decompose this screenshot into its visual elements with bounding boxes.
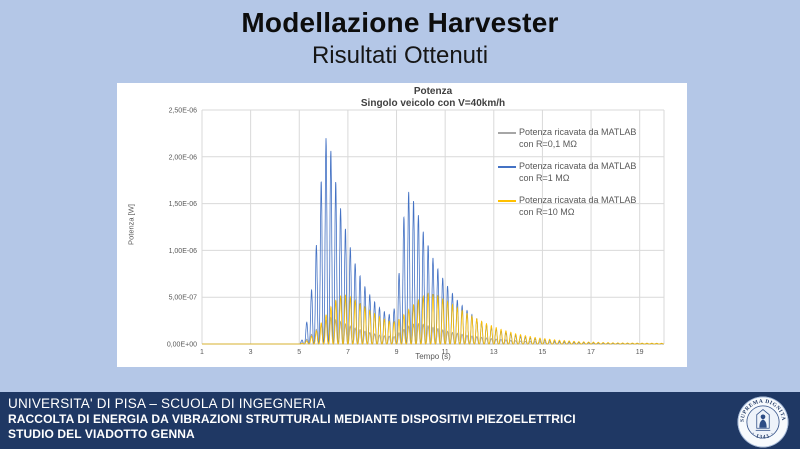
x-tick-label: 17 [587, 349, 595, 356]
legend-line-marker [498, 132, 516, 134]
y-tick-label: 2,00E-06 [169, 154, 198, 161]
chart-legend: Potenza ricavata da MATLAB con R=0,1 MΩ Po… [498, 127, 684, 229]
svg-text:· 1343 ·: · 1343 · [750, 431, 776, 441]
x-tick-label: 5 [297, 349, 301, 356]
x-tick-label: 11 [442, 349, 449, 356]
legend-line-marker [498, 200, 516, 202]
x-axis-title: Tempo (s) [415, 352, 451, 361]
series-line [202, 292, 664, 345]
slide-subtitle: Risultati Ottenuti [311, 42, 489, 69]
legend-label: Potenza ricavata da MATLAB con R=0,1 MΩ [519, 127, 637, 149]
legend-item: Potenza ricavata da MATLAB con R=10 MΩ [498, 195, 684, 218]
chart-title: Potenza [413, 86, 453, 97]
legend-label: Potenza ricavata da MATLAB con R=1 MΩ [519, 161, 637, 183]
footer-study-line: STUDIO DEL VIADOTTO GENNA [8, 427, 195, 441]
footer-text-block: UNIVERSITA' DI PISA – SCUOLA DI INGEGNER… [8, 395, 576, 442]
y-tick-label: 5,00E-07 [169, 295, 198, 302]
chart-panel: 0,00E+00 5,00E-07 1,00E-06 1,50E-06 2,00E-06… [117, 83, 687, 367]
university-seal-logo: IN SUPREMA DIGNITATIS · 1343 · [735, 392, 789, 448]
series-line [202, 316, 664, 345]
footer-thesis-title-line: RACCOLTA DI ENERGIA DA VIBRAZIONI STRUTT… [8, 412, 576, 426]
x-tick-label: 1 [200, 349, 204, 356]
y-tick-label: 1,00E-06 [169, 248, 198, 255]
university-seal-icon: IN SUPREMA DIGNITATIS · 1343 · [735, 392, 789, 448]
y-tick-label: 2,50E-06 [169, 108, 198, 115]
y-tick-label: 1,50E-06 [169, 201, 198, 208]
x-tick-label: 7 [346, 349, 350, 356]
x-tick-label: 19 [636, 349, 644, 356]
slide-title: Modellazione Harvester [241, 7, 559, 38]
chart-subtitle: Singolo veicolo con V=40km/h [360, 98, 506, 109]
y-axis-title: Potenza [W] [126, 204, 136, 245]
x-tick-label: 3 [249, 349, 253, 356]
legend-item: Potenza ricavata da MATLAB con R=0,1 MΩ [498, 127, 684, 150]
chart-title-block: Potenza Singolo veicolo con V=40km/h [202, 86, 664, 110]
x-tick-label: 15 [539, 349, 547, 356]
x-tick-label: 13 [490, 349, 498, 356]
chart-plot-area: 0,00E+00 5,00E-07 1,00E-06 1,50E-06 2,00E-06… [167, 108, 665, 356]
y-tick-label: 0,00E+00 [167, 342, 197, 349]
footer-university-line: UNIVERSITA' DI PISA – SCUOLA DI INGEGNER… [8, 396, 326, 411]
legend-item: Potenza ricavata da MATLAB con R=1 MΩ [498, 161, 684, 184]
footer-bar: UNIVERSITA' DI PISA – SCUOLA DI INGEGNER… [0, 392, 800, 449]
legend-label: Potenza ricavata da MATLAB con R=10 MΩ [519, 195, 637, 217]
x-tick-label: 9 [395, 349, 399, 356]
legend-line-marker [498, 166, 516, 168]
